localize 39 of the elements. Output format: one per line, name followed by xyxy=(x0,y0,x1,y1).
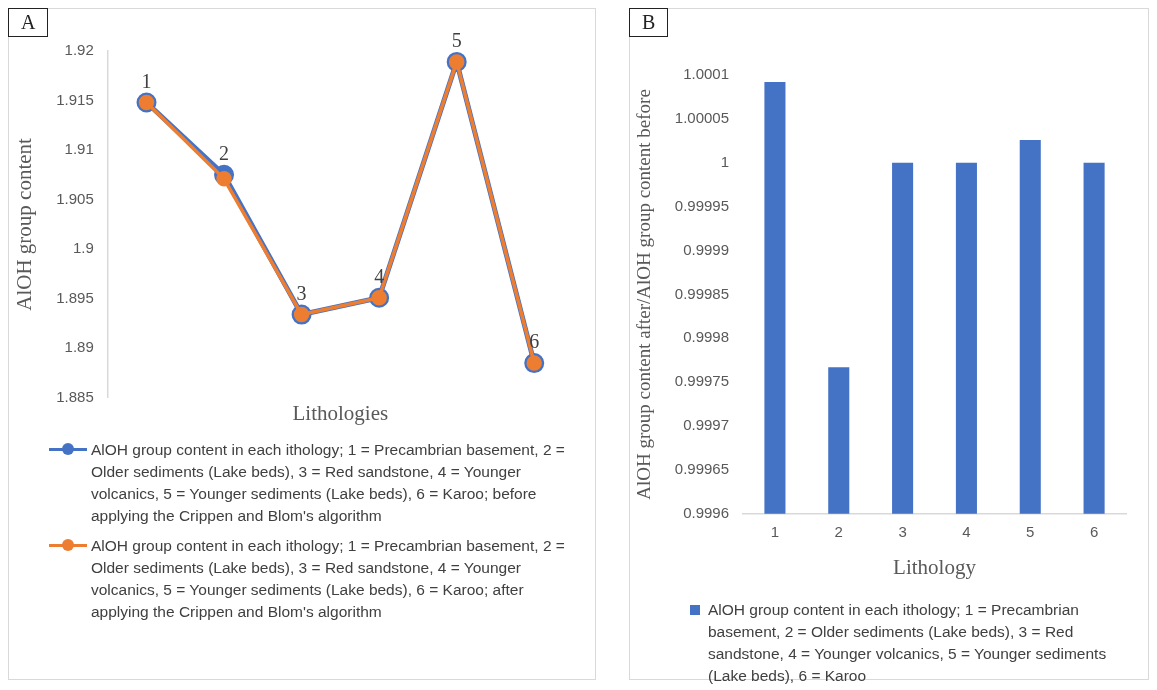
legend-label: AlOH group content in each ithology; 1 = Precambrian basement, 2 = Older sediments (Lake beds), 3 = Red sandstone, 4 = Younger volcanics, 5 = Younger sediments (Lake beds), 6 = Karoo; before applying the Crippen and Blom's algorithm xyxy=(91,440,566,526)
y-tick-label: 0.99975 xyxy=(674,372,730,390)
y-tick-label: 0.9999 xyxy=(683,240,730,258)
x-tick-label: 5 xyxy=(451,29,462,52)
x-axis-title: Lithologies xyxy=(292,400,389,425)
y-axis-title: AlOH group content after/AlOH group content before xyxy=(633,89,655,500)
x-tick-label: 6 xyxy=(529,330,540,353)
y-tick-label: 1.895 xyxy=(56,288,94,306)
y-tick-label: 1.915 xyxy=(56,90,94,108)
x-tick-label: 5 xyxy=(1026,522,1035,540)
text: A xyxy=(8,8,49,37)
x-tick-label: 2 xyxy=(219,142,230,165)
y-tick-label: 0.9998 xyxy=(683,328,730,346)
y-tick-label: 0.99965 xyxy=(674,460,730,478)
x-tick-label: 3 xyxy=(898,522,907,540)
y-tick-label: 0.9996 xyxy=(683,503,730,521)
y-tick-label: 1 xyxy=(720,152,730,170)
y-tick-label: 1.91 xyxy=(64,140,94,158)
y-tick-label: 0.99995 xyxy=(674,196,730,214)
legend-label: AlOH group content in each ithology; 1 = Precambrian basement, 2 = Older sediments (Lake beds), 3 = Red sandstone, 4 = Younger volcanics, 5 = Younger sediments (Lake beds), 6 = Karoo; after applying the Crippen and Blom's algorithm xyxy=(91,536,566,622)
y-tick-label: 1.905 xyxy=(56,189,94,207)
text: B xyxy=(629,8,669,37)
legend-label: AlOH group content in each ithology; 1 = Precambrian basement, 2 = Older sediments (Lake beds), 3 = Red sandstone, 4 = Younger volcanics, 5 = Younger sediments (Lake beds), 6 = Karoo xyxy=(708,600,1108,686)
y-tick-label: 0.9997 xyxy=(683,416,730,434)
y-tick-label: 0.99985 xyxy=(674,284,730,302)
x-tick-label: 2 xyxy=(834,522,843,540)
y-tick-label: 1.885 xyxy=(56,387,94,405)
x-tick-label: 3 xyxy=(296,281,307,304)
x-tick-label: 4 xyxy=(962,522,971,540)
y-tick-label: 1.92 xyxy=(64,41,94,59)
y-axis-title: AlOH group content xyxy=(12,137,37,311)
x-axis-title: Lithology xyxy=(893,554,977,579)
y-tick-label: 1.0001 xyxy=(683,65,730,83)
x-tick-label: 1 xyxy=(770,522,780,540)
y-tick-label: 1.00005 xyxy=(674,109,730,127)
x-tick-label: 6 xyxy=(1089,522,1099,540)
y-tick-label: 1.9 xyxy=(72,239,94,257)
y-tick-label: 1.89 xyxy=(64,338,94,356)
x-tick-label: 4 xyxy=(374,264,385,287)
